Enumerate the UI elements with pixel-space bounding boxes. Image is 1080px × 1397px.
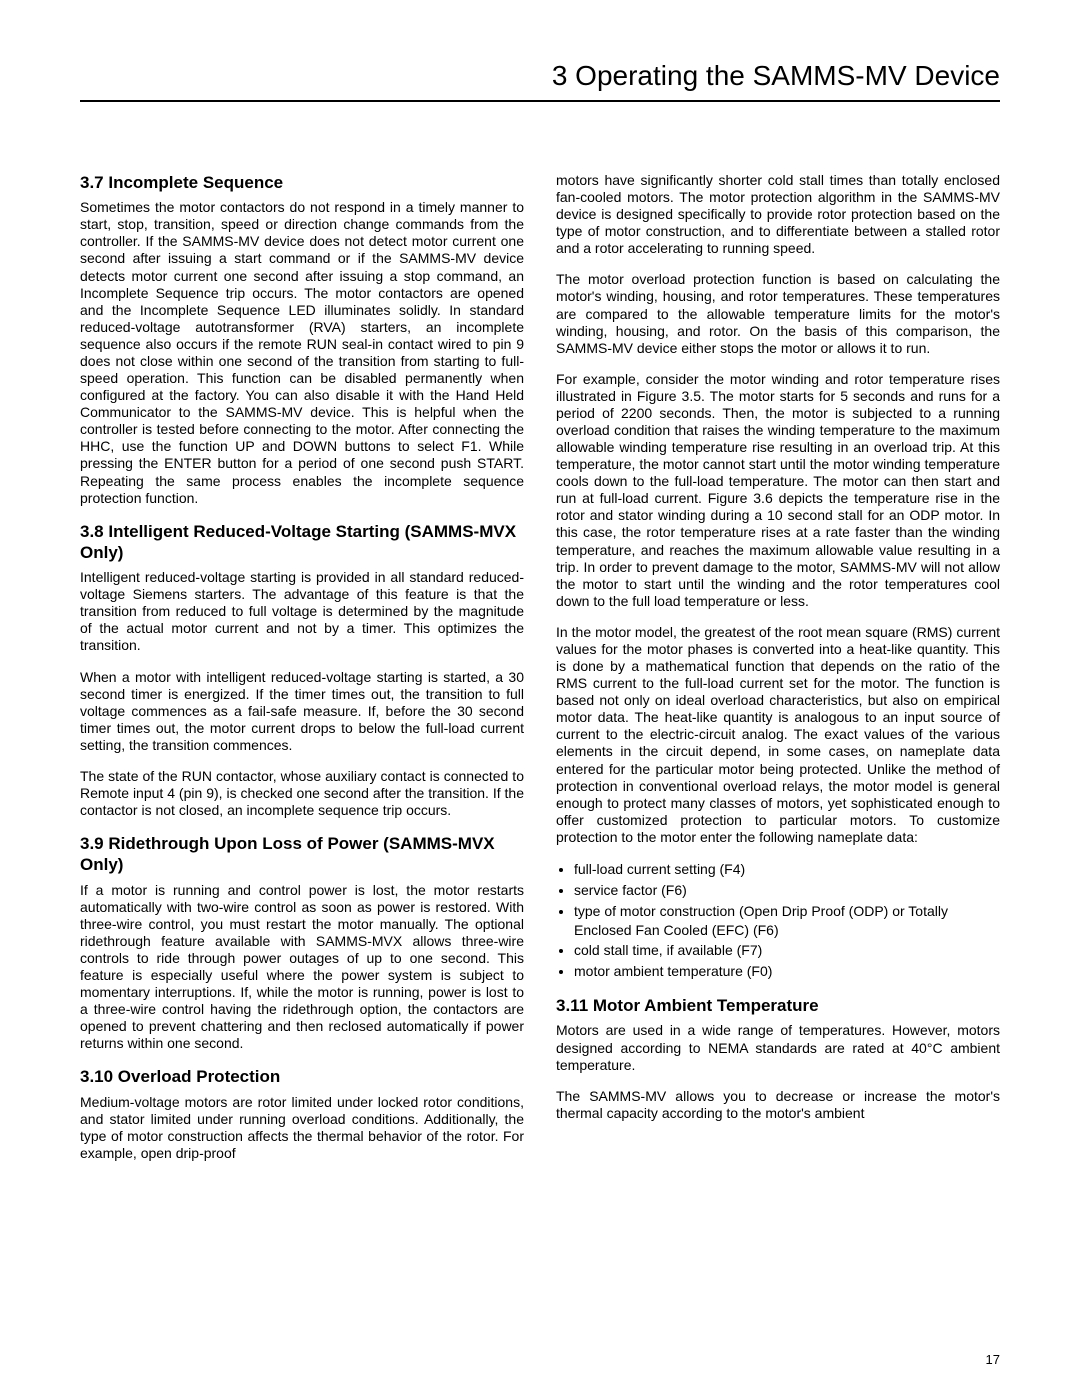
page-number: 17 [986,1352,1000,1367]
body-paragraph: Intelligent reduced-voltage starting is … [80,569,524,654]
section-3-10: 3.10 Overload Protection Medium-voltage … [80,1066,524,1162]
section-3-9: 3.9 Ridethrough Upon Loss of Power (SAMM… [80,833,524,1052]
right-column: motors have significantly shorter cold s… [556,172,1000,1176]
list-item: service factor (F6) [574,881,1000,900]
body-paragraph: Sometimes the motor contactors do not re… [80,199,524,506]
body-paragraph: The state of the RUN contactor, whose au… [80,768,524,819]
section-3-8: 3.8 Intelligent Reduced-Voltage Starting… [80,521,524,820]
page-header: 3 Operating the SAMMS-MV Device [80,60,1000,102]
page-title: 3 Operating the SAMMS-MV Device [552,60,1000,91]
list-item: type of motor construction (Open Drip Pr… [574,902,1000,940]
section-heading: 3.10 Overload Protection [80,1066,524,1087]
body-paragraph: The SAMMS-MV allows you to decrease or i… [556,1088,1000,1122]
left-column: 3.7 Incomplete Sequence Sometimes the mo… [80,172,524,1176]
section-heading: 3.11 Motor Ambient Temperature [556,995,1000,1016]
section-3-7: 3.7 Incomplete Sequence Sometimes the mo… [80,172,524,507]
body-paragraph: motors have significantly shorter cold s… [556,172,1000,257]
page: 3 Operating the SAMMS-MV Device 3.7 Inco… [0,0,1080,1397]
section-heading: 3.7 Incomplete Sequence [80,172,524,193]
list-item: full-load current setting (F4) [574,860,1000,879]
section-heading: 3.8 Intelligent Reduced-Voltage Starting… [80,521,524,564]
body-paragraph: For example, consider the motor winding … [556,371,1000,610]
section-3-11: 3.11 Motor Ambient Temperature Motors ar… [556,995,1000,1122]
body-paragraph: If a motor is running and control power … [80,882,524,1053]
content-columns: 3.7 Incomplete Sequence Sometimes the mo… [80,172,1000,1176]
section-heading: 3.9 Ridethrough Upon Loss of Power (SAMM… [80,833,524,876]
list-item: motor ambient temperature (F0) [574,962,1000,981]
list-item: cold stall time, if available (F7) [574,941,1000,960]
body-paragraph: Motors are used in a wide range of tempe… [556,1022,1000,1073]
body-paragraph: The motor overload protection function i… [556,271,1000,356]
nameplate-list: full-load current setting (F4) service f… [556,860,1000,981]
body-paragraph: When a motor with intelligent reduced-vo… [80,669,524,754]
body-paragraph: Medium-voltage motors are rotor limited … [80,1094,524,1162]
body-paragraph: In the motor model, the greatest of the … [556,624,1000,846]
